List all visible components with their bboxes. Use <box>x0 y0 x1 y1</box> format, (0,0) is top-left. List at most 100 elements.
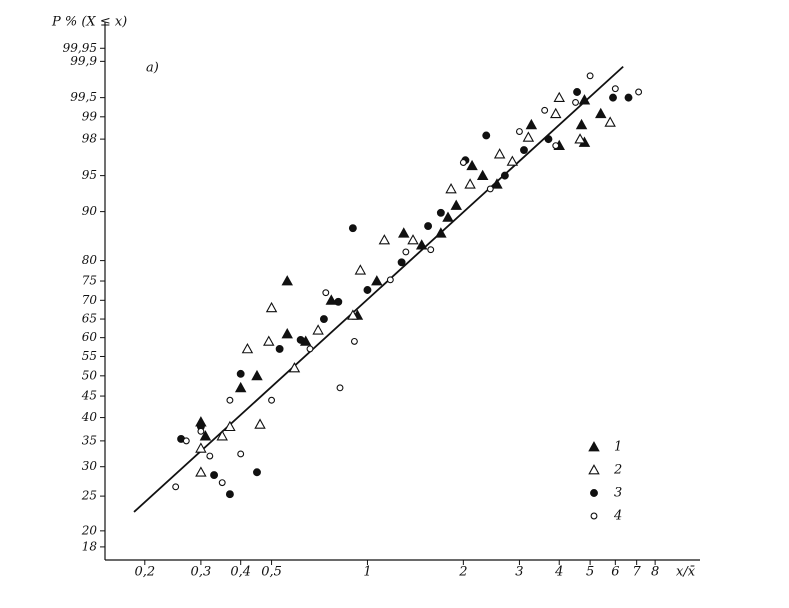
data-point <box>522 131 535 142</box>
data-point <box>371 275 383 286</box>
data-point <box>354 264 367 275</box>
legend-marker <box>590 489 598 497</box>
data-point <box>265 301 278 313</box>
data-point <box>319 315 328 323</box>
y-tick-label: 20 <box>81 523 98 537</box>
y-tick-label: 35 <box>82 433 97 447</box>
y-tick-label: 98 <box>82 132 98 146</box>
data-point <box>609 93 617 102</box>
data-point <box>226 396 234 404</box>
y-tick-label: 18 <box>82 539 98 553</box>
data-point <box>500 171 509 180</box>
data-point <box>206 452 214 460</box>
y-tick-label: 60 <box>82 330 98 344</box>
x-tick-label: 2 <box>458 565 467 580</box>
y-tick-label: 99,9 <box>70 54 97 68</box>
data-point <box>604 116 616 127</box>
y-tick-label: 25 <box>81 489 97 503</box>
data-point <box>436 208 445 217</box>
data-point <box>491 178 503 189</box>
data-point <box>402 248 410 256</box>
x-tick-label: 1 <box>363 565 371 580</box>
legend-label: 2 <box>613 463 622 478</box>
data-point <box>482 131 491 140</box>
legend-label: 4 <box>613 509 622 524</box>
data-point <box>407 234 419 245</box>
y-tick-label: 30 <box>82 459 98 473</box>
data-point <box>398 227 410 238</box>
legend-marker <box>588 441 600 452</box>
data-point <box>325 294 338 305</box>
data-point <box>459 159 467 166</box>
data-point <box>225 490 234 499</box>
data-point <box>216 430 228 441</box>
data-point <box>445 182 457 194</box>
data-point <box>224 420 236 432</box>
data-point <box>427 246 435 254</box>
data-point <box>515 128 523 135</box>
data-point <box>493 148 506 159</box>
data-point <box>350 337 358 345</box>
data-point <box>424 222 433 231</box>
data-point <box>296 335 305 344</box>
data-point <box>253 468 261 477</box>
data-point <box>275 344 284 353</box>
y-tick-label: 70 <box>82 293 98 307</box>
y-tick-label: 95 <box>82 168 97 182</box>
y-tick-label: 40 <box>81 410 98 424</box>
panel-label: а) <box>146 61 159 76</box>
data-point <box>578 94 591 105</box>
y-axis-label: P % (X ≤ x) <box>51 15 127 30</box>
y-tick-label: 90 <box>82 204 98 218</box>
data-point <box>241 342 254 354</box>
data-point <box>182 437 190 445</box>
data-point <box>486 185 494 193</box>
legend-marker <box>590 512 598 520</box>
y-tick-label: 99,5 <box>70 90 97 104</box>
data-point <box>573 88 582 96</box>
x-tick-label: 0,4 <box>230 565 251 580</box>
x-axis-label: x/x̄ <box>676 565 696 580</box>
data-point <box>553 91 565 103</box>
data-point <box>195 466 207 477</box>
x-tick-label: 7 <box>633 565 642 580</box>
data-point <box>476 169 489 181</box>
y-tick-label: 50 <box>82 368 98 382</box>
data-point <box>595 107 607 119</box>
data-point <box>552 142 560 150</box>
y-tick-label: 99 <box>82 109 98 123</box>
data-point <box>415 239 428 250</box>
data-point <box>397 258 406 267</box>
data-point <box>172 483 180 491</box>
legend-label: 1 <box>614 440 622 455</box>
data-point <box>322 289 330 297</box>
data-point <box>506 155 519 166</box>
data-point <box>450 199 462 210</box>
x-tick-label: 0,5 <box>261 565 282 580</box>
y-tick-label: 75 <box>82 274 97 288</box>
x-tick-label: 0,2 <box>134 565 155 580</box>
x-tick-label: 4 <box>554 565 563 580</box>
data-point <box>525 118 538 130</box>
legend-label: 3 <box>614 486 622 501</box>
data-point <box>572 98 579 106</box>
data-point <box>218 479 226 487</box>
data-point <box>348 224 357 233</box>
data-point <box>263 335 275 346</box>
data-point <box>624 93 633 102</box>
data-point <box>234 381 247 393</box>
data-point <box>199 430 212 441</box>
x-tick-label: 3 <box>515 565 523 580</box>
data-point <box>544 135 553 144</box>
data-point <box>442 211 454 222</box>
data-point <box>268 396 276 404</box>
y-tick-label: 99,95 <box>63 41 97 55</box>
y-tick-label: 45 <box>81 389 97 403</box>
data-point <box>520 146 528 154</box>
data-point <box>541 106 549 114</box>
data-point <box>251 369 263 381</box>
data-point <box>237 450 245 458</box>
data-point <box>236 369 245 378</box>
data-point <box>195 442 207 453</box>
